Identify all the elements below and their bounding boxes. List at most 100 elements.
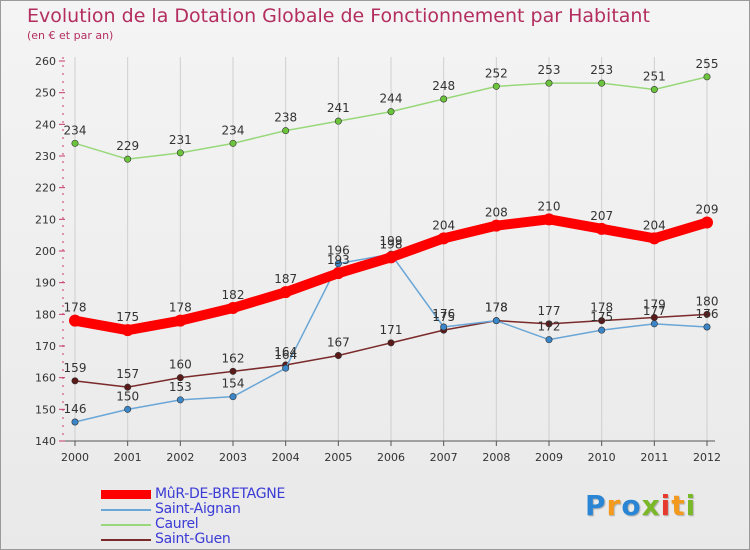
logo-letter: x xyxy=(641,489,661,522)
y-tick-label: 160 xyxy=(35,372,56,385)
data-label: 198 xyxy=(380,237,403,251)
legend-swatch xyxy=(101,509,151,511)
data-point xyxy=(440,95,448,103)
data-label: 164 xyxy=(274,348,297,362)
data-label: 176 xyxy=(696,307,719,321)
legend-label: Caurel xyxy=(155,516,199,532)
data-point xyxy=(174,314,187,327)
data-label: 154 xyxy=(222,377,245,391)
data-label: 209 xyxy=(696,203,719,217)
data-point xyxy=(334,260,342,268)
data-label: 253 xyxy=(590,63,613,77)
data-label: 229 xyxy=(116,139,139,153)
data-label: 251 xyxy=(643,70,666,84)
y-tick-label: 260 xyxy=(35,55,56,68)
data-point xyxy=(598,79,606,87)
data-point xyxy=(227,302,239,314)
data-point xyxy=(703,323,711,331)
x-tick-label: 2000 xyxy=(61,451,89,464)
data-label: 238 xyxy=(274,111,297,125)
y-tick-label: 240 xyxy=(35,118,56,131)
data-label: 178 xyxy=(590,301,613,315)
y-tick-label: 140 xyxy=(35,435,56,448)
x-tick-label: 2010 xyxy=(588,451,616,464)
data-point xyxy=(124,155,132,163)
data-label: 231 xyxy=(169,133,192,147)
data-point xyxy=(176,149,184,157)
data-point xyxy=(334,351,342,359)
data-label: 171 xyxy=(380,323,403,337)
data-point xyxy=(229,393,237,401)
proxiti-logo: Proxiti xyxy=(585,489,696,522)
data-label: 178 xyxy=(485,301,508,315)
data-label: 244 xyxy=(380,92,403,106)
logo-letter: t xyxy=(671,489,686,522)
data-label: 164 xyxy=(274,345,297,359)
data-label: 175 xyxy=(432,310,455,324)
x-tick-label: 2007 xyxy=(430,451,458,464)
data-label: 253 xyxy=(538,63,561,77)
x-tick-label: 2001 xyxy=(114,451,142,464)
data-point xyxy=(598,317,606,325)
data-label: 180 xyxy=(696,294,719,308)
data-label: 146 xyxy=(64,402,87,416)
data-label: 175 xyxy=(590,310,613,324)
logo-letter: i xyxy=(685,489,697,522)
x-tick-label: 2004 xyxy=(272,451,300,464)
data-point xyxy=(121,324,134,337)
data-label: 178 xyxy=(485,301,508,315)
data-point xyxy=(648,232,661,245)
data-point xyxy=(229,367,237,375)
x-tick-label: 2005 xyxy=(324,451,352,464)
data-point xyxy=(703,310,711,318)
data-point xyxy=(387,108,395,116)
data-label: 204 xyxy=(432,218,455,232)
chart-subtitle: (en € et par an) xyxy=(27,29,114,42)
data-label: 252 xyxy=(485,66,508,80)
y-tick-label: 180 xyxy=(35,308,56,321)
data-point xyxy=(124,383,132,391)
x-tick-label: 2008 xyxy=(482,451,510,464)
x-tick-label: 2002 xyxy=(166,451,194,464)
data-point xyxy=(490,219,503,232)
data-label: 160 xyxy=(169,358,192,372)
data-point xyxy=(332,267,345,280)
legend-swatch xyxy=(101,524,151,526)
y-tick-label: 250 xyxy=(35,87,56,100)
data-label: 182 xyxy=(222,288,245,302)
logo-letter: r xyxy=(606,489,622,522)
legend-label: Saint-Guen xyxy=(155,531,231,547)
data-label: 207 xyxy=(590,209,613,223)
data-point xyxy=(650,86,658,94)
data-label: 157 xyxy=(116,367,139,381)
data-label: 208 xyxy=(485,206,508,220)
data-point xyxy=(387,339,395,347)
y-tick-label: 170 xyxy=(35,340,56,353)
data-point xyxy=(545,336,553,344)
legend-label: Saint-Aignan xyxy=(155,501,241,517)
logo-letter: P xyxy=(585,489,607,522)
data-point xyxy=(71,139,79,147)
data-point xyxy=(650,320,658,328)
data-label: 234 xyxy=(222,123,245,137)
data-point xyxy=(279,286,292,299)
x-tick-label: 2006 xyxy=(377,451,405,464)
data-label: 199 xyxy=(380,234,403,248)
data-label: 175 xyxy=(116,310,139,324)
data-point xyxy=(71,418,79,426)
data-label: 177 xyxy=(538,304,561,318)
x-tick-label: 2003 xyxy=(219,451,247,464)
data-label: 172 xyxy=(538,320,561,334)
data-point xyxy=(229,139,237,147)
data-point xyxy=(440,323,448,331)
data-label: 196 xyxy=(327,244,350,258)
data-label: 248 xyxy=(432,79,455,93)
data-label: 255 xyxy=(696,57,719,71)
y-tick-label: 190 xyxy=(35,277,56,290)
data-label: 177 xyxy=(643,304,666,318)
legend-swatch xyxy=(101,490,151,499)
data-label: 178 xyxy=(64,301,87,315)
data-label: 150 xyxy=(116,389,139,403)
